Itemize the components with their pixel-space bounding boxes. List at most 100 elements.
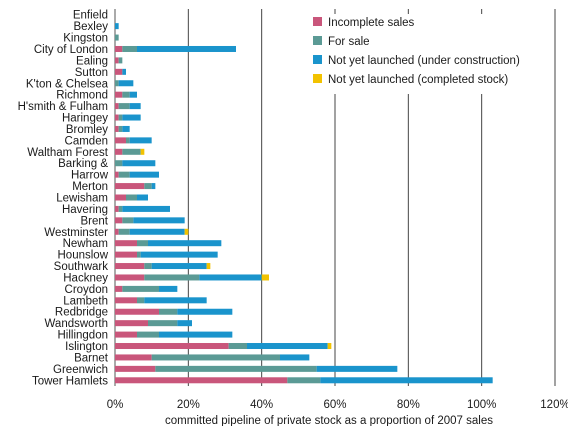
category-label: Waltham Forest bbox=[27, 147, 109, 159]
bar-segment bbox=[159, 308, 178, 315]
bar-segment bbox=[115, 240, 137, 247]
category-label: Kingston bbox=[63, 33, 108, 45]
bar-segment bbox=[126, 137, 130, 144]
x-tick-label: 20% bbox=[177, 399, 200, 411]
legend: Incomplete sales For sale Not yet launched… bbox=[309, 14, 525, 94]
x-axis-title: committed pipeline of private stock as a… bbox=[165, 415, 493, 426]
bar-segment bbox=[177, 320, 192, 327]
bar-segment bbox=[140, 148, 145, 155]
bar-segment bbox=[122, 217, 134, 224]
category-label: Lewisham bbox=[56, 193, 108, 205]
bar-segment bbox=[129, 171, 159, 178]
category-label: Westminster bbox=[44, 227, 108, 239]
category-label: Sutton bbox=[75, 67, 108, 79]
bar-segment bbox=[115, 183, 145, 190]
bar-segment bbox=[140, 251, 218, 258]
category-label: Southwark bbox=[54, 261, 109, 273]
bar-segment bbox=[122, 91, 130, 98]
category-label: Barking & bbox=[58, 158, 108, 170]
bar-segment bbox=[115, 45, 123, 52]
bar-segment bbox=[126, 194, 137, 201]
category-label: Haringey bbox=[62, 113, 108, 125]
bar-segment bbox=[115, 103, 119, 110]
category-label: Camden bbox=[65, 135, 108, 147]
bar-segment bbox=[122, 125, 130, 132]
bar-segment bbox=[129, 137, 152, 144]
bar-segment bbox=[247, 343, 328, 350]
bar-segment bbox=[115, 251, 137, 258]
bar-segment bbox=[122, 45, 137, 52]
category-label: K'ton & Chelsea bbox=[26, 78, 109, 90]
bar-segment bbox=[118, 228, 130, 235]
category-label: Havering bbox=[62, 204, 108, 216]
bar-segment bbox=[115, 354, 152, 361]
x-tick-label: 0% bbox=[107, 399, 124, 411]
legend-label: Incomplete sales bbox=[328, 17, 415, 29]
bar-segment bbox=[316, 365, 398, 372]
bar-segment bbox=[115, 320, 148, 327]
bar-segment bbox=[199, 274, 262, 281]
bar-segment bbox=[137, 331, 159, 338]
x-tick-label: 100% bbox=[467, 399, 496, 411]
bar-segment bbox=[115, 274, 145, 281]
x-tick-label: 120% bbox=[540, 399, 568, 411]
legend-swatch bbox=[313, 36, 322, 45]
category-label: Harrow bbox=[71, 170, 109, 182]
bar-segment bbox=[115, 91, 123, 98]
bar-segment bbox=[159, 331, 233, 338]
bar-segment bbox=[129, 228, 185, 235]
legend-label: Not yet launched (completed stock) bbox=[328, 74, 508, 86]
bar-segment bbox=[115, 343, 229, 350]
bar-segment bbox=[122, 160, 156, 167]
legend-swatch bbox=[313, 55, 322, 64]
category-label: Ealing bbox=[76, 55, 108, 67]
bar-segment bbox=[115, 377, 288, 384]
bar-segment bbox=[118, 114, 123, 121]
bar-segment bbox=[287, 377, 321, 384]
legend-label: Not yet launched (under construction) bbox=[328, 55, 520, 67]
bar-segment bbox=[144, 274, 200, 281]
bar-segment bbox=[129, 91, 137, 98]
bar-segment bbox=[115, 148, 123, 155]
bar-segment bbox=[137, 297, 145, 304]
bar-segment bbox=[118, 80, 134, 87]
x-tick-label: 60% bbox=[323, 399, 346, 411]
bar-segment bbox=[118, 125, 123, 132]
category-label: Merton bbox=[72, 181, 108, 193]
bar-segment bbox=[118, 205, 123, 212]
bar-segment bbox=[115, 285, 123, 292]
bar-segment bbox=[122, 68, 126, 75]
bar-segment bbox=[261, 274, 269, 281]
bar-segment bbox=[280, 354, 310, 361]
category-label: Lambeth bbox=[63, 295, 108, 307]
bar-segment bbox=[159, 285, 178, 292]
bar-segment bbox=[115, 228, 119, 235]
bar-segment bbox=[115, 23, 119, 30]
bar-segment bbox=[151, 354, 280, 361]
category-label: Croydon bbox=[65, 284, 108, 296]
bar-segment bbox=[115, 263, 145, 270]
bar-segment bbox=[115, 171, 119, 178]
category-label: Redbridge bbox=[55, 307, 108, 319]
category-label: Richmond bbox=[56, 90, 108, 102]
bar-segment bbox=[115, 308, 159, 315]
bar-segment bbox=[129, 103, 141, 110]
category-label: Tower Hamlets bbox=[32, 375, 108, 387]
bar-segment bbox=[115, 68, 123, 75]
legend-swatch bbox=[313, 74, 322, 83]
bar-segment bbox=[115, 297, 137, 304]
bar-segment bbox=[320, 377, 493, 384]
bar-segment bbox=[122, 148, 141, 155]
bar-segment bbox=[155, 365, 317, 372]
bar-segment bbox=[122, 114, 141, 121]
category-label: City of London bbox=[34, 44, 108, 56]
bar-segment bbox=[137, 240, 148, 247]
category-label: Enfield bbox=[73, 10, 108, 22]
category-label: Islington bbox=[65, 341, 108, 353]
bar-segment bbox=[115, 331, 137, 338]
bar-segment bbox=[115, 365, 156, 372]
category-label: Brent bbox=[81, 215, 109, 227]
x-tick-label: 40% bbox=[250, 399, 273, 411]
bar-segment bbox=[327, 343, 332, 350]
